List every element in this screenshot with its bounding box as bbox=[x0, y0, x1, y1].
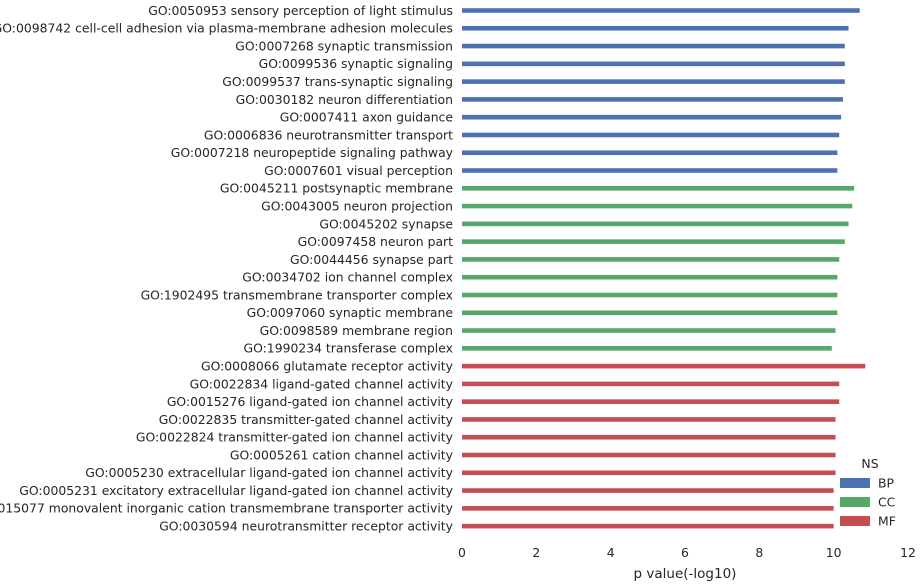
bar-bp bbox=[462, 168, 838, 173]
legend-label-mf: MF bbox=[878, 513, 896, 528]
x-tick-label: 0 bbox=[458, 545, 466, 560]
y-tick-label: GO:0007601 visual perception bbox=[264, 163, 453, 178]
bar-mf bbox=[462, 506, 834, 511]
bar-bp bbox=[462, 61, 845, 67]
y-tick-label: GO:0005230 extracellular ligand-gated io… bbox=[85, 465, 453, 480]
legend-swatch-mf bbox=[840, 516, 870, 526]
legend: NS BP CC MF bbox=[840, 456, 896, 528]
y-tick-label: GO:0097458 neuron part bbox=[298, 234, 454, 249]
y-tick-label: GO:0007411 axon guidance bbox=[280, 110, 453, 125]
bar-cc bbox=[462, 257, 840, 262]
legend-swatch-bp bbox=[840, 478, 870, 488]
bar-mf bbox=[462, 399, 840, 404]
bar-mf bbox=[462, 488, 834, 493]
bar-cc bbox=[462, 274, 838, 280]
x-tick-label: 4 bbox=[607, 545, 615, 560]
bar-bp bbox=[462, 8, 860, 13]
bar-bp bbox=[462, 114, 842, 120]
x-tick-label: 6 bbox=[681, 545, 689, 560]
y-tick-label: GO:0030182 neuron differentiation bbox=[236, 92, 453, 107]
y-axis-labels: GO:0050953 sensory perception of light s… bbox=[0, 3, 453, 534]
bars-group bbox=[462, 8, 866, 529]
bar-bp bbox=[462, 25, 849, 31]
y-tick-label: GO:0098742 cell-cell adhesion via plasma… bbox=[0, 21, 453, 36]
y-tick-label: GO:1990234 transferase complex bbox=[244, 341, 454, 356]
bar-cc bbox=[462, 239, 845, 244]
legend-swatch-cc bbox=[840, 497, 870, 507]
y-tick-label: GO:0044456 synapse part bbox=[290, 252, 453, 267]
y-tick-label: GO:0007268 synaptic transmission bbox=[235, 38, 453, 53]
bar-mf bbox=[462, 523, 834, 529]
y-tick-label: GO:0043005 neuron projection bbox=[261, 198, 453, 213]
y-tick-label: GO:0007218 neuropeptide signaling pathwa… bbox=[171, 145, 453, 160]
bar-cc bbox=[462, 346, 832, 351]
bar-cc bbox=[462, 221, 849, 227]
y-tick-label: GO:0045211 postsynaptic membrane bbox=[220, 181, 453, 196]
bar-cc bbox=[462, 186, 855, 191]
y-tick-label: GO:0099536 synaptic signaling bbox=[259, 56, 453, 71]
legend-title: NS bbox=[861, 456, 878, 471]
y-tick-label: GO:0099537 trans-synaptic signaling bbox=[222, 74, 453, 89]
legend-label-bp: BP bbox=[878, 475, 895, 490]
y-tick-label: GO:0015077 monovalent inorganic cation t… bbox=[0, 501, 453, 516]
bar-cc bbox=[462, 203, 853, 209]
y-tick-label: GO:0030594 neurotransmitter receptor act… bbox=[159, 519, 453, 534]
bar-mf bbox=[462, 363, 866, 369]
bar-mf bbox=[462, 470, 836, 476]
y-tick-label: GO:0022834 ligand-gated channel activity bbox=[190, 376, 453, 391]
bar-bp bbox=[462, 97, 843, 102]
y-tick-label: GO:0050953 sensory perception of light s… bbox=[148, 3, 453, 18]
y-tick-label: GO:0022835 transmitter-gated channel act… bbox=[159, 412, 453, 427]
x-axis-ticks: 0 2 4 6 8 10 12 bbox=[458, 545, 916, 560]
y-tick-label: GO:0097060 synaptic membrane bbox=[247, 305, 453, 320]
bar-cc bbox=[462, 328, 836, 333]
y-tick-label: GO:0015276 ligand-gated ion channel acti… bbox=[167, 394, 453, 409]
bar-bp bbox=[462, 132, 840, 138]
x-tick-label: 8 bbox=[755, 545, 763, 560]
bar-mf bbox=[462, 452, 836, 458]
y-tick-label: GO:1902495 transmembrane transporter com… bbox=[141, 287, 453, 302]
y-tick-label: GO:0022824 transmitter-gated ion channel… bbox=[136, 430, 453, 445]
y-tick-label: GO:0034702 ion channel complex bbox=[242, 270, 453, 285]
y-tick-label: GO:0005261 cation channel activity bbox=[230, 447, 453, 462]
y-tick-label: GO:0005231 excitatory extracellular liga… bbox=[19, 483, 453, 498]
bar-bp bbox=[462, 150, 838, 156]
y-tick-label: GO:0006836 neurotransmitter transport bbox=[204, 127, 453, 142]
bar-bp bbox=[462, 43, 845, 49]
x-tick-label: 10 bbox=[826, 545, 842, 560]
legend-label-cc: CC bbox=[878, 494, 895, 509]
x-tick-label: 2 bbox=[532, 545, 540, 560]
bar-mf bbox=[462, 381, 840, 387]
bar-cc bbox=[462, 292, 838, 298]
x-tick-label: 12 bbox=[900, 545, 916, 560]
bar-mf bbox=[462, 417, 836, 422]
bar-mf bbox=[462, 434, 836, 440]
x-axis-label: p value(-log10) bbox=[634, 566, 737, 582]
bar-cc bbox=[462, 310, 838, 316]
y-tick-label: GO:0045202 synapse bbox=[319, 216, 453, 231]
bar-bp bbox=[462, 79, 845, 84]
y-tick-label: GO:0008066 glutamate receptor activity bbox=[201, 359, 453, 374]
y-tick-label: GO:0098589 membrane region bbox=[260, 323, 453, 338]
